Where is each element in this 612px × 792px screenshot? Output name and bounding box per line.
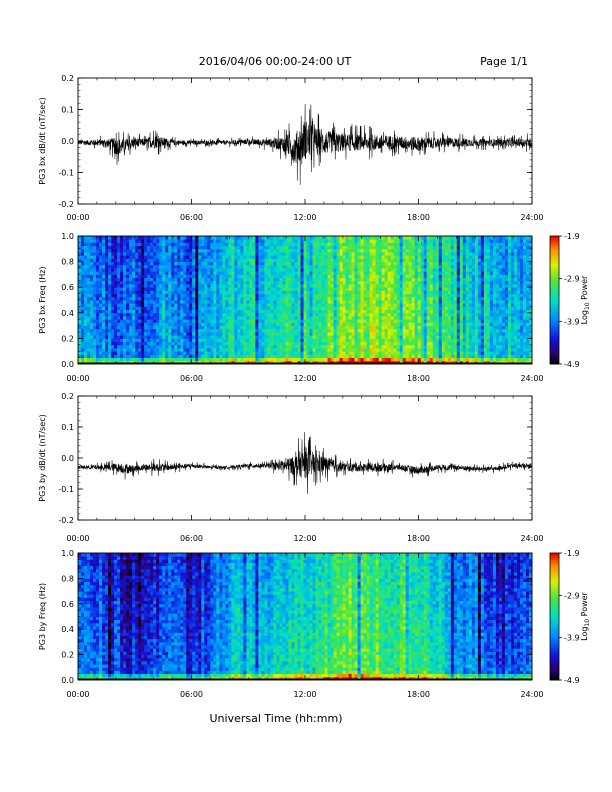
x-tick-label: 18:00 <box>407 534 430 543</box>
x-tick-label: 24:00 <box>520 374 543 383</box>
x-tick-label: 06:00 <box>180 690 203 699</box>
by-spectrogram-panel: -1.9 -2.9 -3.9 -4.9 Log10 Power 00:00 06:00 12:… <box>38 549 591 699</box>
x-tick-label: 00:00 <box>66 213 89 222</box>
x-tick-label: 12:00 <box>293 534 316 543</box>
y-tick-label: 1.0 <box>61 232 74 241</box>
colorbar-tick-label: -1.9 <box>564 232 580 241</box>
waveform-trace <box>77 103 533 185</box>
bx-spectrogram-panel: -1.9 -2.9 -3.9 -4.9 Log10 Power 00:00 06:00 12:… <box>38 232 591 383</box>
y-tick-label: 0.6 <box>61 600 74 609</box>
x-tick-label: 18:00 <box>407 690 430 699</box>
x-tick-label: 12:00 <box>293 690 316 699</box>
x-tick-label: 00:00 <box>66 690 89 699</box>
colorbar-tick-label: -4.9 <box>564 676 580 685</box>
y-tick-label: 0.1 <box>61 423 74 432</box>
y-tick-label: 0.8 <box>61 574 74 583</box>
y-tick-label: -0.2 <box>58 200 74 209</box>
spectrogram-cells <box>78 236 533 365</box>
y-axis-label: PG3 by Freq (Hz) <box>38 583 47 650</box>
y-tick-label: 0.2 <box>61 74 74 83</box>
x-tick-label: 24:00 <box>520 534 543 543</box>
colorbar-label-sub: 10 <box>584 302 591 310</box>
y-tick-label: 0.0 <box>61 137 74 146</box>
colorbar-label: Log10 Power <box>580 275 591 324</box>
y-axis-label: PG3 bx Freq (Hz) <box>38 266 47 333</box>
y-tick-label: 0.2 <box>61 651 74 660</box>
y-tick-label: -0.1 <box>58 169 74 178</box>
y-tick-label: 0.0 <box>61 454 74 463</box>
x-tick-label: 00:00 <box>66 534 89 543</box>
x-tick-label: 00:00 <box>66 374 89 383</box>
colorbar-frame <box>549 552 560 681</box>
y-tick-label: 0.2 <box>61 392 74 401</box>
y-tick-label: -0.2 <box>58 516 74 525</box>
y-tick-label: -0.1 <box>58 485 74 494</box>
colorbar-label: Log10 Power <box>580 591 591 640</box>
x-tick-label: 06:00 <box>180 374 203 383</box>
by-dbdt-panel: 00:00 06:00 12:00 18:00 24:00 -0.2 -0.1 0.0 0.1 0… <box>38 392 544 543</box>
waveform-trace <box>77 432 533 495</box>
y-tick-label: 0.8 <box>61 258 74 267</box>
colorbar-tick-label: -3.9 <box>564 634 580 643</box>
colorbar-tick-label: -2.9 <box>564 275 580 284</box>
colorbar-label-main: Log <box>580 310 589 324</box>
y-tick-label: 0.4 <box>61 309 74 318</box>
spectrogram-cells <box>78 553 533 681</box>
colorbar-label-sub: 10 <box>584 619 591 627</box>
y-axis-label: PG3 bx dB/dt (nT/sec) <box>38 97 47 184</box>
x-axis-label: Universal Time (hh:mm) <box>210 712 343 725</box>
colorbar-label-tail: Power <box>580 591 589 618</box>
x-tick-label: 24:00 <box>520 690 543 699</box>
y-tick-label: 0.6 <box>61 283 74 292</box>
colorbar-frame <box>549 235 560 365</box>
colorbar-label-tail: Power <box>580 275 589 302</box>
x-tick-label: 18:00 <box>407 374 430 383</box>
colorbar: -1.9 -2.9 -3.9 -4.9 Log10 Power <box>549 232 591 369</box>
page-indicator: Page 1/1 <box>480 55 528 68</box>
y-axis-label: PG3 by dB/dt (nT/sec) <box>38 414 47 501</box>
y-tick-label: 1.0 <box>61 549 74 558</box>
bx-dbdt-panel: 00:00 06:00 12:00 18:00 24:00 -0.2 -0.1 0.0 0.1 0… <box>38 74 544 222</box>
y-tick-label: 0.2 <box>61 334 74 343</box>
figure-title: 2016/04/06 00:00-24:00 UT <box>199 55 352 68</box>
colorbar-tick-label: -2.9 <box>564 591 580 600</box>
colorbar-label-main: Log <box>580 627 589 641</box>
y-tick-label: 0.0 <box>61 360 74 369</box>
colorbar-tick-label: -1.9 <box>564 549 580 558</box>
x-tick-label: 12:00 <box>293 374 316 383</box>
colorbar-tick-label: -4.9 <box>564 360 580 369</box>
x-tick-label: 24:00 <box>520 213 543 222</box>
x-tick-label: 12:00 <box>293 213 316 222</box>
colorbar: -1.9 -2.9 -3.9 -4.9 Log10 Power <box>549 549 591 685</box>
x-tick-label: 06:00 <box>180 213 203 222</box>
y-tick-label: 0.1 <box>61 106 74 115</box>
x-tick-label: 18:00 <box>407 213 430 222</box>
x-tick-label: 06:00 <box>180 534 203 543</box>
y-tick-label: 0.0 <box>61 676 74 685</box>
y-tick-label: 0.4 <box>61 625 74 634</box>
colorbar-tick-label: -3.9 <box>564 317 580 326</box>
